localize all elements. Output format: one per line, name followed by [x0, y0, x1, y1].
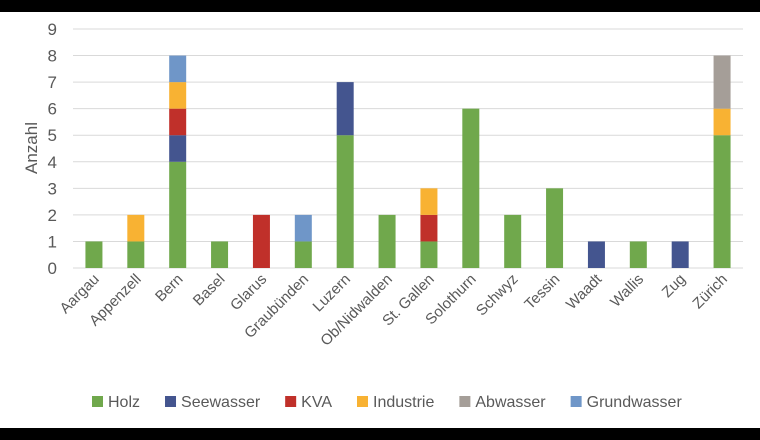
legend-label: Holz — [108, 394, 140, 411]
bar-segment-seewasser — [336, 82, 354, 136]
bar-segment-holz — [713, 135, 731, 268]
y-tick-label: 1 — [48, 232, 57, 251]
legend-label: Abwasser — [475, 394, 546, 411]
y-tick-label: 3 — [48, 179, 57, 198]
x-tick-label: Zug — [659, 271, 689, 301]
bar-segment-kva — [169, 108, 187, 136]
bar-segment-holz — [85, 241, 103, 268]
bar-segment-holz — [211, 241, 229, 268]
bar-segment-holz — [336, 135, 354, 268]
legend-swatch-industrie — [357, 396, 368, 407]
x-tick-label: Waadt — [563, 270, 606, 313]
y-axis-label: Anzahl — [22, 122, 41, 174]
y-tick-label: 4 — [48, 153, 57, 172]
bar-segment-seewasser — [671, 241, 689, 268]
legend-swatch-holz — [92, 396, 103, 407]
bar-segment-holz — [378, 214, 396, 268]
y-tick-label: 8 — [48, 47, 57, 66]
bar-segment-holz — [294, 241, 312, 268]
legend-swatch-seewasser — [165, 396, 177, 407]
y-tick-label: 0 — [48, 259, 57, 278]
bar-segment-industrie — [127, 214, 145, 242]
legend-swatch-kva — [285, 396, 297, 407]
bar-segment-holz — [462, 108, 480, 269]
bar-segment-seewasser — [169, 135, 187, 162]
bar-segment-holz — [127, 241, 145, 268]
legend-label: Grundwasser — [587, 394, 683, 411]
legend-label: KVA — [301, 394, 332, 411]
top-black-band — [0, 0, 760, 12]
x-tick-label: Bern — [152, 271, 186, 305]
x-tick-label: Zürich — [689, 271, 730, 312]
bar-segment-grundwasser — [294, 214, 312, 242]
bar-segment-industrie — [169, 82, 187, 109]
x-tick-label: Schwyz — [473, 271, 522, 320]
bar-segment-holz — [629, 241, 647, 268]
y-tick-label: 5 — [48, 126, 57, 145]
bar-segment-holz — [169, 161, 187, 268]
y-tick-label: 2 — [48, 206, 57, 225]
bar-segment-kva — [420, 214, 438, 242]
bar-segment-industrie — [713, 108, 731, 136]
bottom-black-band — [0, 428, 760, 440]
x-tick-label: Wallis — [607, 271, 647, 311]
bar-segment-abwasser — [713, 55, 731, 109]
legend-swatch-abwasser — [459, 396, 471, 407]
y-tick-label: 7 — [48, 73, 57, 92]
bar-segment-seewasser — [587, 241, 605, 268]
x-tick-label: Tessin — [521, 271, 563, 313]
legend-swatch-grundwasser — [570, 396, 582, 407]
bar-segment-kva — [252, 214, 270, 268]
bar-segment-holz — [504, 214, 522, 268]
bar-segment-holz — [546, 188, 564, 268]
y-tick-label: 9 — [48, 20, 57, 39]
bar-segment-industrie — [420, 188, 438, 215]
bar-segment-holz — [420, 241, 438, 268]
legend-label: Seewasser — [181, 394, 261, 411]
bar-segment-grundwasser — [169, 55, 187, 83]
y-tick-label: 6 — [48, 100, 57, 119]
legend-label: Industrie — [373, 394, 434, 411]
x-tick-label: Basel — [190, 271, 229, 310]
